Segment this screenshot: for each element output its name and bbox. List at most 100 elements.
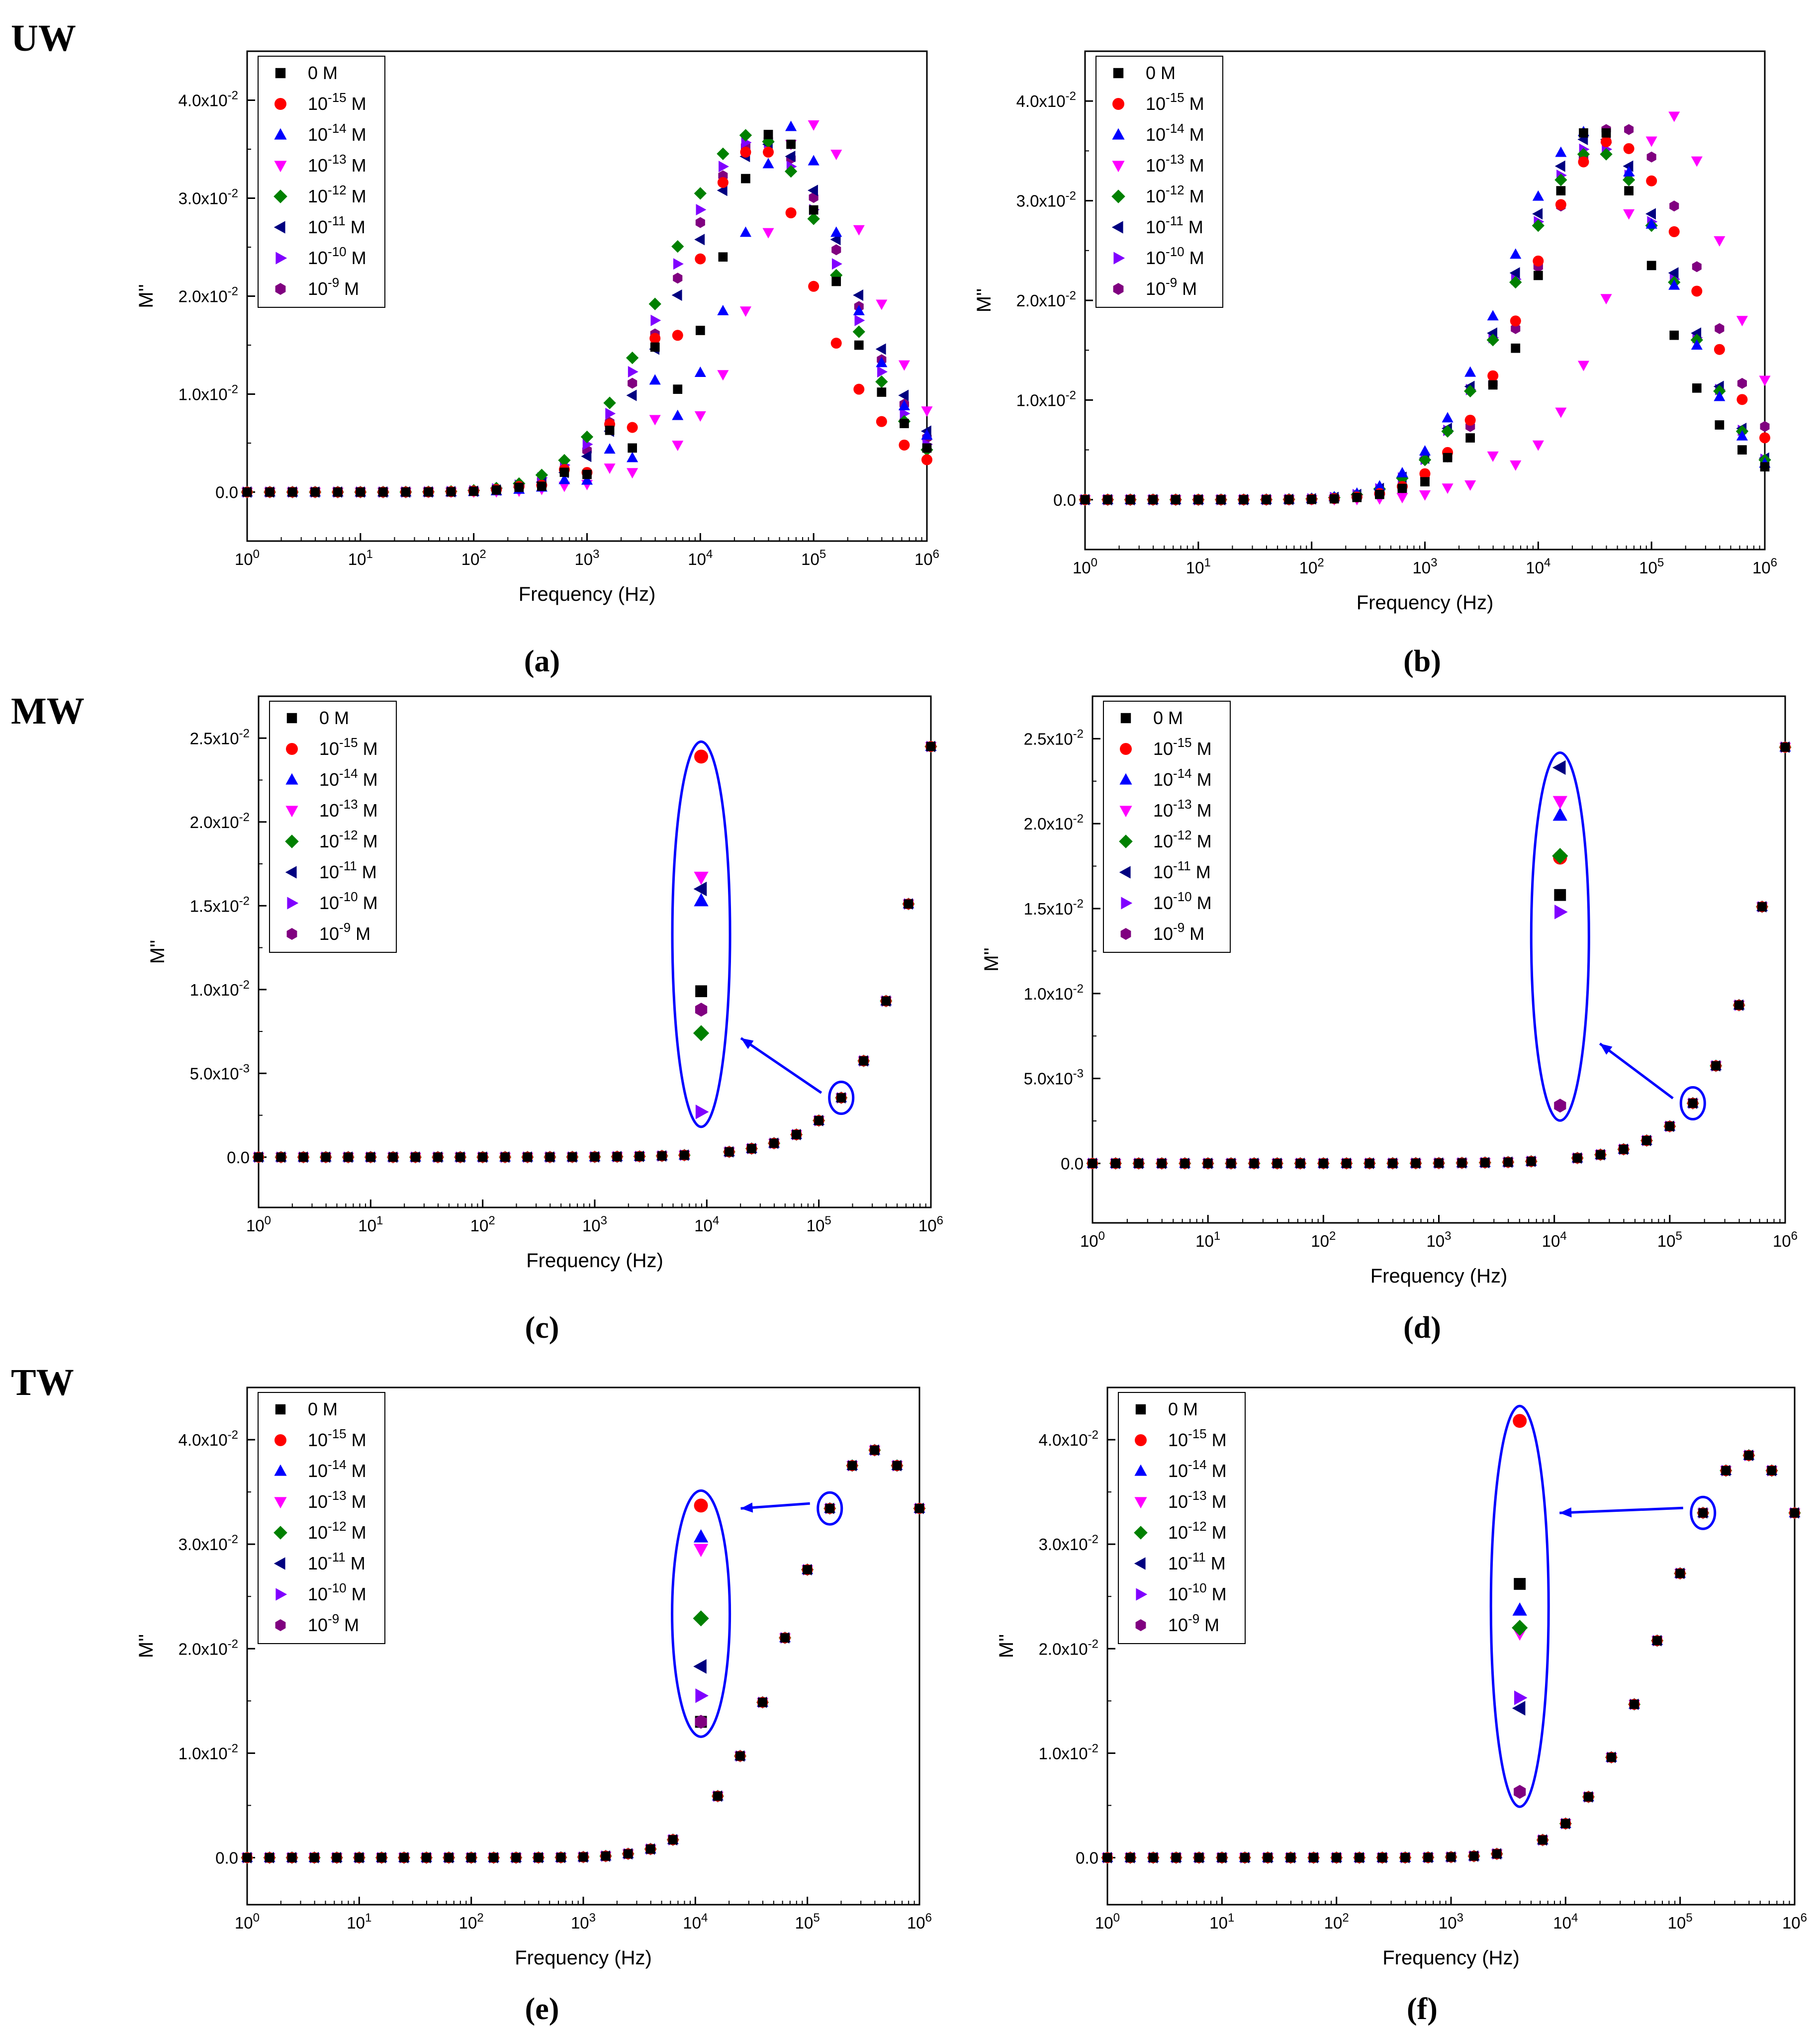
- data-point: [377, 1853, 386, 1862]
- inset-point: [1552, 796, 1567, 810]
- legend-label: 10-15 M: [1146, 90, 1204, 114]
- data-point: [558, 481, 570, 492]
- highlight-circle: [1690, 1495, 1717, 1530]
- data-point: [713, 1791, 723, 1801]
- data-points: [1079, 111, 1771, 506]
- legend-marker: [275, 252, 287, 265]
- data-point: [1698, 1508, 1708, 1518]
- y-tick-label: 3.0x10-2: [1039, 1533, 1098, 1554]
- data-point: [739, 129, 752, 142]
- legend-marker: [1136, 1588, 1148, 1601]
- data-point: [514, 482, 524, 492]
- data-point: [627, 468, 638, 479]
- panel-c: 100 101 102 103 104 105 106 0.0 5.0x10-3 1.0x10-2…: [147, 695, 943, 1345]
- data-point: [1578, 156, 1589, 168]
- data-point: [673, 273, 683, 284]
- data-point: [446, 487, 456, 497]
- data-point: [1509, 267, 1520, 279]
- y-tick-label: 1.5x10-2: [1024, 897, 1084, 918]
- x-tick-label: 106: [907, 1911, 932, 1932]
- data-point: [739, 226, 752, 237]
- data-point: [1352, 492, 1362, 502]
- data-point: [333, 487, 343, 497]
- inset-point: [1514, 1690, 1528, 1705]
- inset-point: [694, 893, 709, 907]
- data-point: [836, 1093, 846, 1103]
- data-point: [388, 1152, 398, 1162]
- y-tick-label: 0.0: [1053, 491, 1076, 509]
- legend-marker: [286, 713, 297, 724]
- y-tick-label: 2.0x10-2: [179, 1637, 238, 1658]
- y-axis-title: M'': [973, 288, 995, 313]
- y-tick-label: 0.0: [1076, 1848, 1098, 1867]
- x-tick-label: 106: [918, 1214, 943, 1235]
- data-point: [1332, 1853, 1342, 1862]
- data-point: [853, 304, 865, 315]
- data-point: [626, 351, 639, 365]
- panel-b: 100 101 102 103 104 105 106 0.0 1.0x10-2 2.0x10-2…: [973, 50, 1777, 678]
- legend-label: 0 M: [319, 708, 349, 728]
- data-point: [825, 1503, 835, 1513]
- legend: 0 M 10-15 M 10-14 M 10-13 M 10-12 M 10-11 M 10…: [258, 56, 385, 308]
- data-point: [422, 1853, 431, 1862]
- legend-marker: [1135, 1404, 1146, 1415]
- data-point: [1216, 495, 1226, 505]
- x-tick-label: 101: [1186, 556, 1211, 577]
- x-tick-label: 101: [348, 548, 373, 568]
- inset-point: [1554, 905, 1568, 920]
- data-point: [853, 383, 865, 395]
- x-tick-label: 100: [235, 548, 260, 568]
- inset-point: [1554, 889, 1566, 901]
- data-point: [892, 1461, 902, 1471]
- data-point: [1442, 412, 1454, 423]
- x-tick-label: 105: [1657, 1229, 1682, 1250]
- legend-label: 10-13 M: [319, 797, 378, 821]
- data-point: [762, 135, 775, 148]
- data-point: [1419, 490, 1431, 501]
- legend-label: 10-10 M: [1146, 244, 1204, 268]
- data-point: [1396, 493, 1408, 504]
- legend-label: 10-11 M: [319, 858, 377, 882]
- data-point: [1355, 1853, 1365, 1862]
- data-point: [1691, 285, 1703, 297]
- legend: 0 M 10-15 M 10-14 M 10-13 M 10-12 M 10-11 M 10…: [269, 701, 397, 953]
- data-point: [1193, 495, 1203, 505]
- legend-marker: [275, 283, 286, 295]
- legend-marker: [1112, 128, 1125, 140]
- data-point: [1342, 1158, 1352, 1168]
- data-point: [1217, 1853, 1227, 1862]
- x-tick-label: 102: [1299, 556, 1324, 577]
- data-point: [1560, 1819, 1570, 1829]
- data-point: [433, 1152, 443, 1162]
- data-point: [1375, 489, 1384, 499]
- data-point: [853, 289, 864, 301]
- data-point: [265, 1853, 274, 1862]
- zoom-ellipse: [1530, 751, 1590, 1122]
- data-point: [1240, 1853, 1250, 1862]
- legend-marker: [1134, 1557, 1146, 1570]
- data-point: [1533, 271, 1543, 280]
- data-point: [578, 1852, 588, 1862]
- data-point: [523, 1152, 533, 1162]
- data-point: [265, 487, 274, 497]
- data-point: [1711, 1061, 1721, 1071]
- data-point: [786, 139, 796, 149]
- data-point: [1668, 267, 1679, 279]
- data-point: [854, 340, 864, 350]
- x-tick-label: 102: [1324, 1911, 1349, 1932]
- legend-marker: [1119, 834, 1133, 848]
- data-point: [601, 1851, 611, 1861]
- data-point: [672, 409, 684, 420]
- data-point: [276, 1152, 286, 1162]
- data-point: [859, 1056, 869, 1066]
- data-point: [877, 387, 887, 397]
- data-point: [556, 1852, 566, 1862]
- data-point: [310, 487, 320, 497]
- y-tick-label: 1.0x10-2: [190, 978, 250, 999]
- legend-label: 10-14 M: [1153, 766, 1212, 790]
- data-point: [1171, 1853, 1181, 1862]
- data-point: [695, 217, 705, 228]
- legend-label: 0 M: [1146, 63, 1176, 83]
- data-point: [1263, 1853, 1273, 1862]
- y-tick-label: 4.0x10-2: [1039, 1428, 1098, 1449]
